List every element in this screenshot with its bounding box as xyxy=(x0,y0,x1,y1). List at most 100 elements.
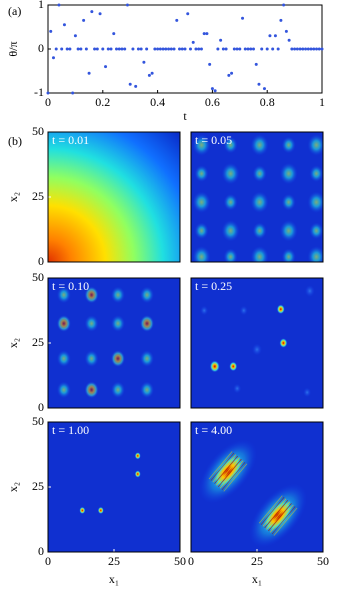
blob xyxy=(250,246,269,262)
point xyxy=(115,47,118,51)
blob xyxy=(233,383,242,394)
point xyxy=(112,32,116,36)
point xyxy=(183,47,187,51)
point xyxy=(123,47,127,51)
fringe xyxy=(221,461,246,491)
plot-frame xyxy=(47,131,181,263)
blob xyxy=(84,315,99,332)
plot-frame xyxy=(190,421,324,553)
point xyxy=(62,23,66,27)
point xyxy=(304,47,308,51)
blob xyxy=(56,381,71,399)
point xyxy=(169,47,173,51)
blob xyxy=(304,285,315,297)
point xyxy=(142,60,146,64)
x-tick-label: 50 xyxy=(317,554,329,568)
point xyxy=(117,47,121,51)
blob xyxy=(97,506,104,514)
point xyxy=(243,47,247,51)
point xyxy=(262,87,266,91)
blob xyxy=(134,452,141,460)
blob xyxy=(281,193,296,211)
heatmap xyxy=(48,422,180,552)
blob xyxy=(209,360,220,373)
point xyxy=(65,47,69,51)
point xyxy=(224,47,228,51)
heatmap-bg xyxy=(191,278,323,408)
point xyxy=(82,18,86,22)
blob xyxy=(140,350,154,367)
blob xyxy=(194,222,209,240)
y-axis-label: θ/π xyxy=(6,41,20,56)
point xyxy=(161,47,165,51)
heatmap-bg xyxy=(48,422,180,552)
fringe xyxy=(264,499,289,529)
panel-title: t = 4.00 xyxy=(195,423,232,437)
point xyxy=(197,47,201,51)
point xyxy=(293,47,297,51)
x-tick-label: 25 xyxy=(251,554,263,568)
point xyxy=(186,12,190,16)
x-axis-label: x₁ xyxy=(252,572,262,586)
fringe xyxy=(212,454,237,483)
point xyxy=(156,47,160,51)
point xyxy=(104,65,108,69)
fringe xyxy=(219,460,244,489)
y-tick-label: 1 xyxy=(38,0,44,11)
x-tick-label: 25 xyxy=(108,554,120,568)
plot-frame xyxy=(47,421,181,553)
fringe xyxy=(217,458,242,488)
blob xyxy=(229,361,238,372)
x-tick-label: 0.8 xyxy=(260,95,275,109)
blob xyxy=(110,315,125,332)
point xyxy=(315,47,319,51)
y-tick-label: 50 xyxy=(32,270,44,284)
fringe xyxy=(262,498,287,527)
blob xyxy=(134,470,141,478)
blob xyxy=(252,165,267,183)
point xyxy=(295,47,299,51)
x-tick-label: 0 xyxy=(45,554,51,568)
point xyxy=(71,91,75,95)
blob xyxy=(192,191,211,213)
blob xyxy=(110,381,125,399)
point xyxy=(268,34,272,38)
point xyxy=(145,47,149,51)
point xyxy=(230,71,234,75)
fringe xyxy=(258,495,283,524)
point xyxy=(46,91,50,95)
point xyxy=(153,47,157,51)
point xyxy=(216,47,220,51)
blob xyxy=(239,305,248,316)
point xyxy=(106,47,110,51)
wavepacket xyxy=(199,439,257,504)
y-tick-label: -1 xyxy=(34,85,44,99)
fringe xyxy=(216,457,240,486)
blob xyxy=(84,286,99,304)
blob xyxy=(192,246,211,262)
point xyxy=(128,82,132,86)
point xyxy=(49,29,53,33)
point xyxy=(238,47,242,51)
blob xyxy=(303,387,312,398)
point xyxy=(79,47,83,51)
blob xyxy=(221,162,240,185)
heatmap xyxy=(48,278,180,408)
panel-label: (a) xyxy=(8,4,21,18)
blob xyxy=(56,350,71,367)
point xyxy=(279,18,283,22)
point xyxy=(90,10,94,14)
point xyxy=(249,47,253,51)
point xyxy=(306,47,310,51)
point xyxy=(101,47,105,51)
point xyxy=(158,47,162,51)
blob xyxy=(140,381,154,399)
point xyxy=(178,47,182,51)
point xyxy=(194,47,198,51)
blob xyxy=(250,134,269,156)
point xyxy=(235,47,239,51)
y-tick-label: 25 xyxy=(32,479,44,493)
blob xyxy=(252,222,267,240)
point xyxy=(93,47,97,51)
